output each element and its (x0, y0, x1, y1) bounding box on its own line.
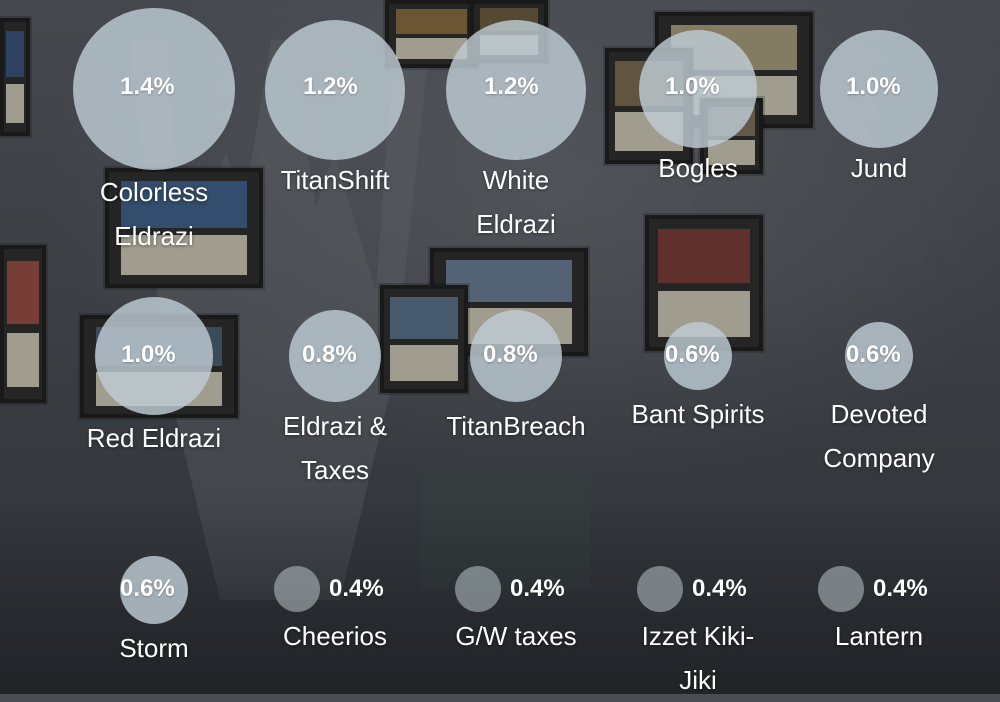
deck-name: Storm (119, 633, 189, 663)
deck-item[interactable]: 1.0% Red Eldrazi (64, 280, 244, 520)
deck-name: G/W taxes (455, 621, 577, 651)
share-bubble (446, 20, 586, 160)
percent-label: 0.6% (665, 341, 720, 368)
deck-name: Bant Spirits (631, 399, 765, 429)
percent-label: 0.6% (846, 341, 901, 368)
share-bubble (639, 30, 757, 148)
percent-label: 1.0% (846, 73, 901, 100)
deck-item[interactable]: 1.0% Bogles (608, 0, 788, 270)
percent-label: 1.2% (303, 73, 358, 100)
deck-name: Bogles (658, 153, 738, 183)
deck-name: White Eldrazi (476, 165, 556, 239)
deck-item[interactable]: 0.8% TitanBreach (426, 280, 606, 520)
percent-label: 0.4% (329, 575, 384, 602)
deck-name: Red Eldrazi (86, 423, 222, 453)
percent-label: 0.4% (510, 575, 565, 602)
share-bubble (274, 566, 320, 612)
framed-card (0, 245, 46, 403)
deck-name: Lantern (834, 621, 924, 651)
share-bubble (73, 8, 235, 170)
deck-item[interactable]: 0.6% Storm (64, 548, 244, 694)
percent-label: 1.2% (484, 73, 539, 100)
percent-label: 1.4% (120, 73, 175, 100)
share-bubble (95, 297, 213, 415)
percent-label: 1.0% (665, 73, 720, 100)
deck-item[interactable]: 0.8% Eldrazi & Taxes (245, 280, 425, 520)
share-bubble (818, 566, 864, 612)
percent-label: 1.0% (121, 341, 176, 368)
share-bubble (664, 322, 732, 390)
share-bubble (455, 566, 501, 612)
deck-item[interactable]: 1.4% Colorless Eldrazi (64, 0, 244, 270)
deck-item[interactable]: 1.0% Jund (789, 0, 969, 270)
deck-item[interactable]: 0.4% G/W taxes (426, 548, 606, 694)
deck-item[interactable]: 0.6% Devoted Company (789, 280, 969, 520)
deck-name: Eldrazi & Taxes (282, 411, 388, 485)
framed-card (380, 285, 468, 393)
framed-card (105, 168, 263, 288)
framed-card (0, 18, 30, 136)
share-bubble (289, 310, 381, 402)
deck-item[interactable]: 0.4% Cheerios (245, 548, 425, 694)
percent-label: 0.8% (302, 341, 357, 368)
deck-name: TitanShift (280, 165, 390, 195)
share-bubble (470, 310, 562, 402)
deck-item[interactable]: 0.4% Izzet Kiki-Jiki (608, 548, 788, 695)
percent-label: 0.4% (873, 575, 928, 602)
percent-label: 0.8% (483, 341, 538, 368)
deck-item[interactable]: 0.6% Bant Spirits (608, 280, 788, 520)
deck-name: TitanBreach (446, 411, 586, 441)
percent-label: 0.4% (692, 575, 747, 602)
share-bubble (820, 30, 938, 148)
deck-name: Izzet Kiki-Jiki (641, 621, 755, 695)
deck-name: Devoted Company (823, 399, 935, 473)
share-bubble (637, 566, 683, 612)
share-bubble (845, 322, 913, 390)
share-bubble (120, 556, 188, 624)
deck-item[interactable]: 0.4% Lantern (789, 548, 969, 694)
deck-name: Cheerios (282, 621, 388, 651)
deck-item[interactable]: 1.2% White Eldrazi (426, 0, 606, 270)
deck-name: Colorless Eldrazi (99, 177, 209, 251)
deck-name: Jund (850, 153, 908, 183)
percent-label: 0.6% (120, 575, 175, 602)
share-bubble (265, 20, 405, 160)
deck-item[interactable]: 1.2% TitanShift (245, 0, 425, 270)
